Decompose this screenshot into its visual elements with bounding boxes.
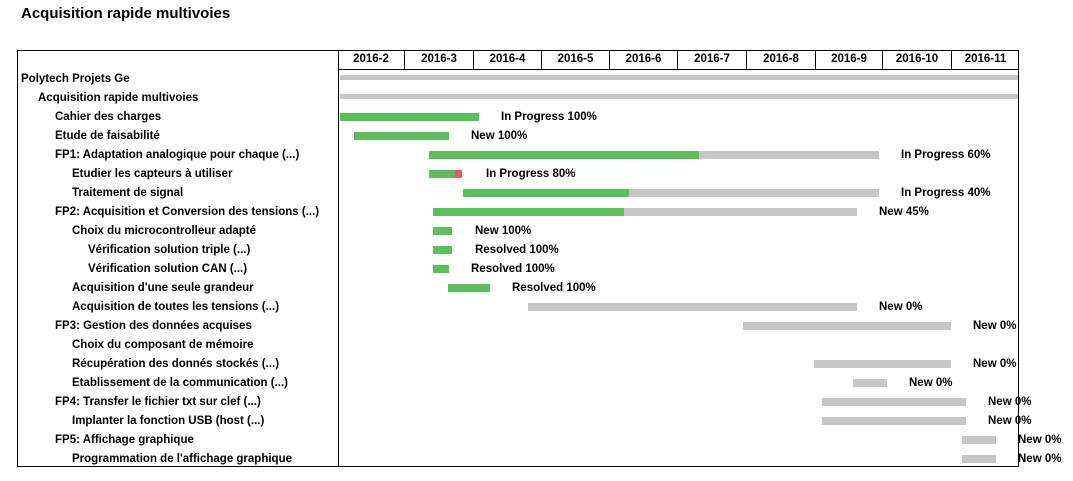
task-bar[interactable]: [433, 208, 857, 216]
task-bar[interactable]: [433, 227, 452, 235]
status-label: New 100%: [475, 225, 532, 237]
status-label: Resolved 100%: [471, 263, 555, 275]
remaining-segment: [962, 436, 996, 444]
task-label[interactable]: Traitement de signal: [72, 187, 184, 199]
remaining-segment: [822, 417, 966, 425]
status-label: New 0%: [909, 377, 953, 389]
summary-bar: [340, 94, 1018, 99]
status-label: Resolved 100%: [512, 282, 596, 294]
task-label[interactable]: Vérification solution triple (...): [88, 244, 251, 256]
month-header-cell: 2016-9: [815, 50, 882, 69]
task-bar[interactable]: [528, 303, 857, 311]
remaining-segment: [528, 303, 857, 311]
status-label: New 0%: [1018, 434, 1062, 446]
task-label[interactable]: Acquisition d'une seule grandeur: [72, 282, 254, 294]
task-label[interactable]: Acquisition rapide multivoies: [38, 92, 199, 104]
progress-fill: [433, 265, 449, 273]
gantt-frame: [17, 50, 1019, 467]
task-label[interactable]: Cahier des charges: [55, 111, 162, 123]
progress-fill: [429, 151, 699, 159]
month-header-cell: 2016-4: [473, 50, 541, 69]
task-bar[interactable]: [853, 379, 887, 387]
status-label: New 0%: [988, 415, 1032, 427]
status-label: New 0%: [1018, 453, 1062, 465]
task-label[interactable]: Vérification solution CAN (...): [88, 263, 248, 275]
progress-fill: [340, 113, 479, 121]
task-label[interactable]: Récupération des donnés stockés (...): [72, 358, 280, 370]
task-bar[interactable]: [814, 360, 951, 368]
task-label[interactable]: FP4: Transfer le fichier txt sur clef (.…: [55, 396, 261, 408]
remaining-segment: [629, 189, 879, 197]
task-label[interactable]: FP2: Acquisition et Conversion des tensi…: [55, 206, 320, 218]
task-bar[interactable]: [962, 436, 996, 444]
progress-fill: [463, 189, 629, 197]
task-bar[interactable]: [743, 322, 951, 330]
status-label: New 100%: [471, 130, 528, 142]
month-header-cell: 2016-6: [609, 50, 677, 69]
remaining-segment: [624, 208, 857, 216]
month-header-cell: 2016-7: [677, 50, 746, 69]
progress-fill: [448, 284, 490, 292]
task-bar[interactable]: [822, 398, 966, 406]
task-bar[interactable]: [429, 151, 879, 159]
chart-title: Acquisition rapide multivoies: [21, 5, 231, 22]
column-divider: [338, 50, 339, 467]
task-bar[interactable]: [822, 417, 966, 425]
task-label[interactable]: Etudier les capteurs à utiliser: [72, 168, 233, 180]
status-label: New 0%: [973, 320, 1017, 332]
progress-fill: [433, 246, 452, 254]
progress-fill: [433, 227, 452, 235]
status-label: In Progress 40%: [901, 187, 991, 199]
status-label: New 0%: [988, 396, 1032, 408]
task-label[interactable]: Programmation de l'affichage graphique: [72, 453, 292, 465]
task-bar[interactable]: [429, 170, 462, 178]
remaining-segment: [814, 360, 951, 368]
month-header-cell: 2016-8: [746, 50, 815, 69]
task-label[interactable]: FP5: Affichage graphique: [55, 434, 194, 446]
progress-fill: [429, 170, 455, 178]
summary-bar: [340, 75, 1018, 80]
task-label[interactable]: FP3: Gestion des données acquises: [55, 320, 252, 332]
month-header-cell: 2016-10: [882, 50, 951, 69]
task-label[interactable]: Acquisition de toutes les tensions (...): [72, 301, 280, 313]
status-label: New 0%: [973, 358, 1017, 370]
task-bar[interactable]: [433, 246, 452, 254]
remaining-segment: [822, 398, 966, 406]
overdue-segment: [455, 170, 462, 178]
task-bar[interactable]: [354, 132, 449, 140]
task-label[interactable]: FP1: Adaptation analogique pour chaque (…: [55, 149, 300, 161]
month-header-cell: 2016-2: [353, 53, 389, 65]
task-bar[interactable]: [433, 265, 449, 273]
month-header-cell: 2016-5: [541, 50, 609, 69]
task-label[interactable]: Choix du microcontrolleur adapté: [72, 225, 257, 237]
task-bar[interactable]: [448, 284, 490, 292]
status-label: In Progress 100%: [501, 111, 597, 123]
status-label: Resolved 100%: [475, 244, 559, 256]
remaining-segment: [743, 322, 951, 330]
task-bar[interactable]: [463, 189, 879, 197]
status-label: In Progress 80%: [486, 168, 576, 180]
remaining-segment: [699, 151, 879, 159]
progress-fill: [354, 132, 449, 140]
month-header: 2016-2 2016-3 2016-4 2016-5 2016-6 2016-7 2016…: [338, 50, 1019, 70]
progress-fill: [433, 208, 624, 216]
month-header-cell: 2016-11: [951, 50, 1019, 69]
task-label[interactable]: Polytech Projets Ge: [21, 73, 130, 85]
task-label[interactable]: Etude de faisabilité: [55, 130, 160, 142]
task-bar[interactable]: [340, 113, 479, 121]
status-label: New 0%: [879, 301, 923, 313]
remaining-segment: [853, 379, 887, 387]
status-label: New 45%: [879, 206, 929, 218]
task-label[interactable]: Etablissement de la communication (...): [72, 377, 288, 389]
task-label[interactable]: Implanter la fonction USB (host (...): [72, 415, 265, 427]
month-header-cell: 2016-3: [404, 50, 473, 69]
status-label: In Progress 60%: [901, 149, 991, 161]
task-bar[interactable]: [962, 455, 996, 463]
remaining-segment: [962, 455, 996, 463]
task-label[interactable]: Choix du composant de mémoire: [72, 339, 254, 351]
